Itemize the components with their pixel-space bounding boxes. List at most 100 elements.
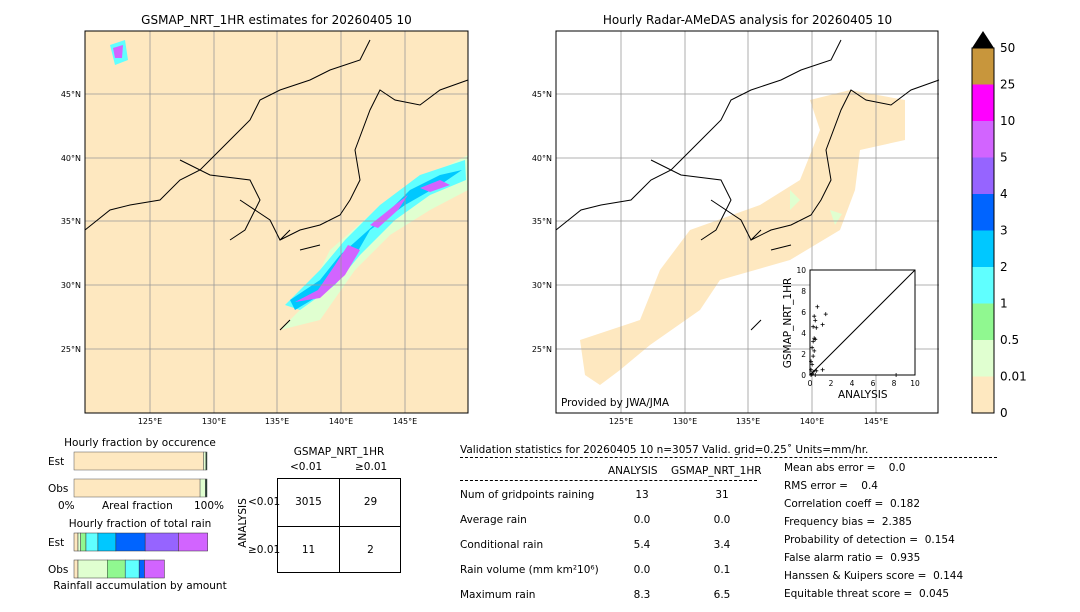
scatter-point	[811, 324, 816, 329]
stat-gsmap: 6.5	[713, 589, 731, 601]
scatter-point	[810, 345, 815, 350]
left-map-title: GSMAP_NRT_1HR estimates for 20260405 10	[141, 13, 412, 27]
lon-label: 140°E	[329, 417, 353, 426]
row-label-0: <0.01	[248, 496, 281, 508]
est-rain-segment	[80, 532, 87, 552]
score-line: Frequency bias = 2.385	[784, 516, 912, 528]
right-map-title: Hourly Radar-AMeDAS analysis for 2026040…	[602, 13, 893, 27]
lat-labels: 45°N 40°N 35°N 30°N 25°N 45°N 40°N 35°N 30°N 25°N	[61, 90, 552, 354]
stat-analysis: 8.3	[633, 589, 651, 601]
stat-label: Maximum rain	[460, 589, 536, 601]
scatter-point	[809, 359, 814, 364]
obs-rain-segment	[107, 559, 126, 579]
scatter-inset: 00 2 2 4 4 6 6 8 8 10 10	[796, 266, 920, 388]
score-line: Equitable threat score = 0.045	[784, 588, 950, 600]
obs-rain-segment	[144, 559, 165, 579]
contingency-title: GSMAP_NRT_1HR	[293, 446, 385, 458]
scatter-xtick: 10	[910, 379, 920, 388]
lon-label: 145°E	[864, 417, 888, 426]
scatter-point	[820, 367, 825, 372]
est-rain-segment	[115, 532, 146, 552]
contingency-table: 3015 29 11 2	[277, 478, 401, 573]
est-label-2: Est	[48, 537, 65, 549]
scatter-point	[894, 373, 899, 377]
scatter-xtick: 8	[892, 379, 897, 388]
radar-coverage	[580, 90, 905, 385]
total-rain-xlabel: Rainfall accumulation by amount	[53, 580, 227, 592]
obs-rain-segment	[124, 559, 140, 579]
col-gsmap: GSMAP_NRT_1HR	[671, 465, 762, 477]
scatter-point	[820, 322, 825, 327]
score-line: Probability of detection = 0.154	[784, 534, 955, 546]
lat-label: 35°N	[532, 217, 552, 226]
score-line: Mean abs error = 0.0	[784, 462, 906, 474]
credit-text: Provided by JWA/JMA	[561, 397, 670, 409]
colorbar-segment	[972, 230, 994, 267]
colorbar-label: 25	[1000, 78, 1015, 92]
left-map	[85, 31, 468, 413]
scatter-ytick: 10	[796, 266, 806, 275]
stat-gsmap: 31	[715, 489, 729, 501]
obs-label-2: Obs	[48, 564, 69, 576]
lon-label: 130°E	[673, 417, 697, 426]
occurrence-xlabel: Areal fraction	[102, 500, 173, 512]
scatter-point	[809, 367, 814, 372]
occurrence-segment	[73, 451, 204, 471]
colorbar-segment	[972, 267, 994, 304]
colorbar-segment	[972, 340, 994, 377]
score-line: RMS error = 0.4	[784, 480, 878, 492]
scatter-xlabel: ANALYSIS	[838, 389, 888, 401]
score-line: False alarm ratio = 0.935	[784, 552, 921, 564]
rain-band-violet	[295, 180, 450, 302]
lat-label: 35°N	[61, 217, 81, 226]
scatter-point	[814, 368, 819, 373]
colorbar-segment	[972, 121, 994, 158]
scatter-xtick: 6	[871, 379, 876, 388]
colorbar-segment	[972, 157, 994, 194]
lon-label: 125°E	[609, 417, 633, 426]
colorbar-segment	[972, 194, 994, 231]
stat-label: Rain volume (mm km²10⁶)	[460, 564, 599, 576]
occurrence-title: Hourly fraction by occurence	[64, 437, 216, 449]
row-label-1: ≥0.01	[248, 544, 281, 556]
stat-gsmap: 0.0	[713, 514, 731, 526]
cell-hit: 2	[367, 544, 374, 556]
est-rain-segment	[77, 532, 81, 552]
est-rain-segment	[73, 532, 79, 552]
lon-label: 145°E	[393, 417, 417, 426]
scatter-ytick: 2	[801, 350, 806, 359]
scatter-point	[823, 312, 828, 317]
cell-miss: 11	[301, 544, 316, 556]
scatter-xtick: 0	[808, 379, 813, 388]
scatter-ytick: 4	[801, 329, 806, 338]
lon-label: 140°E	[800, 417, 824, 426]
scatter-ytick: 0	[801, 371, 806, 380]
lat-label: 25°N	[532, 345, 552, 354]
stat-analysis: 5.4	[633, 539, 651, 551]
obs-rain-segment	[77, 559, 108, 579]
est-rain-segment	[97, 532, 117, 552]
fraction-bars	[73, 451, 208, 579]
col-label-1: ≥0.01	[355, 461, 388, 473]
colorbar-label: 5	[1000, 151, 1008, 165]
scatter-point	[812, 314, 817, 319]
scatter-point	[811, 354, 816, 359]
colorbar-label: 0.5	[1000, 333, 1019, 347]
total-rain-title: Hourly fraction of total rain	[68, 518, 212, 530]
col-analysis: ANALYSIS	[608, 465, 658, 477]
scatter-ytick: 8	[801, 287, 806, 296]
obs-rain-segment	[73, 559, 79, 579]
occurrence-segment	[205, 451, 208, 471]
lat-label: 40°N	[532, 154, 552, 163]
obs-rain-segment	[138, 559, 145, 579]
col-label-0: <0.01	[290, 461, 323, 473]
colorbar-label: 3	[1000, 224, 1008, 238]
scatter-point	[815, 304, 820, 309]
lat-label: 30°N	[532, 281, 552, 290]
tick-0: 0%	[58, 500, 75, 512]
est-rain-segment	[178, 532, 208, 552]
stat-analysis: 0.0	[633, 514, 651, 526]
colorbar-label: 4	[1000, 187, 1008, 201]
stat-gsmap: 0.1	[713, 564, 731, 576]
scatter-point	[811, 339, 816, 344]
